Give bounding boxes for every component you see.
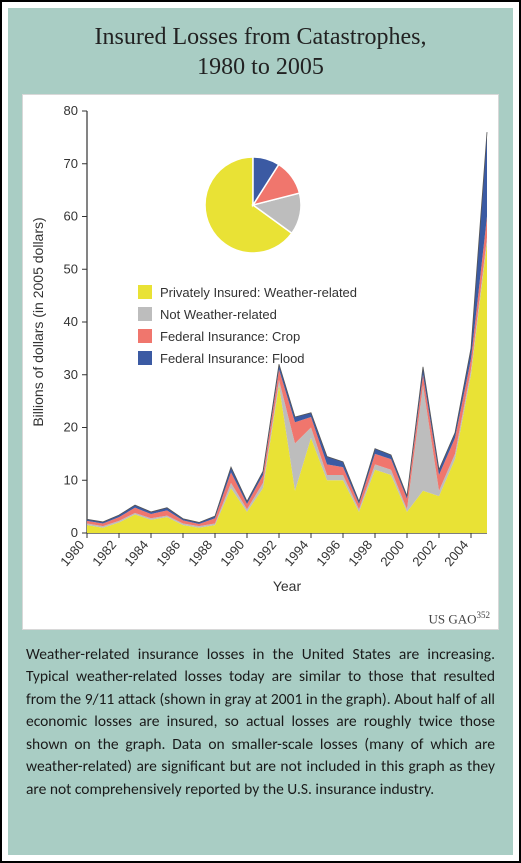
- legend-swatch-notweather: [138, 307, 152, 321]
- svg-text:80: 80: [64, 103, 78, 118]
- legend-swatch-crop: [138, 329, 152, 343]
- svg-text:20: 20: [64, 420, 78, 435]
- legend-swatch-weather: [138, 285, 152, 299]
- source-note: 352: [477, 610, 491, 620]
- svg-text:1980: 1980: [57, 537, 87, 569]
- svg-text:1992: 1992: [249, 537, 279, 569]
- svg-text:Billions of dollars (in 2005 d: Billions of dollars (in 2005 dollars): [30, 217, 46, 426]
- svg-text:1990: 1990: [217, 537, 247, 569]
- svg-text:50: 50: [64, 261, 78, 276]
- figure-frame: Insured Losses from Catastrophes,1980 to…: [0, 0, 521, 863]
- stacked-area-chart: 0102030405060708019801982198419861988199…: [23, 95, 501, 605]
- figure-inner: Insured Losses from Catastrophes,1980 to…: [8, 8, 513, 855]
- svg-text:1996: 1996: [313, 537, 343, 569]
- svg-text:1984: 1984: [121, 537, 151, 569]
- legend: Privately Insured: Weather-related Not We…: [138, 285, 357, 366]
- svg-text:1994: 1994: [281, 537, 311, 569]
- figure-title: Insured Losses from Catastrophes,1980 to…: [8, 8, 513, 94]
- svg-text:30: 30: [64, 367, 78, 382]
- svg-text:10: 10: [64, 472, 78, 487]
- svg-text:70: 70: [64, 156, 78, 171]
- chart-source: US GAO352: [428, 610, 490, 627]
- svg-text:2002: 2002: [409, 537, 439, 569]
- legend-label-notweather: Not Weather-related: [160, 307, 277, 322]
- legend-label-crop: Federal Insurance: Crop: [160, 329, 300, 344]
- figure-caption: Weather-related insurance losses in the …: [8, 634, 513, 807]
- svg-text:1986: 1986: [153, 537, 183, 569]
- svg-text:40: 40: [64, 314, 78, 329]
- svg-text:2000: 2000: [377, 537, 407, 569]
- svg-text:Year: Year: [273, 578, 302, 594]
- svg-text:1998: 1998: [345, 537, 375, 569]
- legend-label-weather: Privately Insured: Weather-related: [160, 285, 357, 300]
- pie-chart: [205, 157, 301, 253]
- legend-label-flood: Federal Insurance: Flood: [160, 351, 305, 366]
- chart-panel: 0102030405060708019801982198419861988199…: [22, 94, 499, 630]
- svg-text:60: 60: [64, 209, 78, 224]
- svg-text:1982: 1982: [89, 537, 119, 569]
- svg-text:2004: 2004: [441, 537, 471, 569]
- legend-swatch-flood: [138, 351, 152, 365]
- source-text: US GAO: [428, 611, 476, 626]
- svg-text:1988: 1988: [185, 537, 215, 569]
